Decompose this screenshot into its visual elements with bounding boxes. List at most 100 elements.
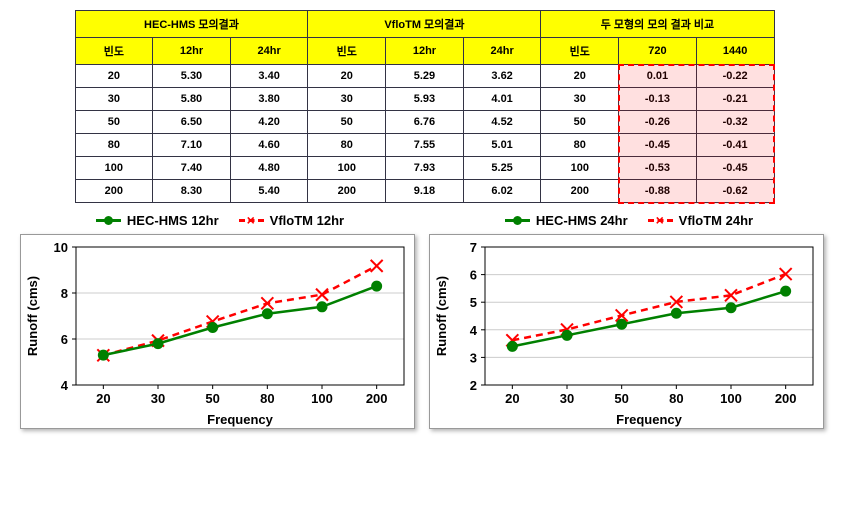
sub-h-2-1: 720 xyxy=(619,38,697,65)
table-cell: 80 xyxy=(75,134,153,157)
svg-text:100: 100 xyxy=(311,391,333,406)
table-cell: 5.40 xyxy=(230,180,308,203)
sub-h-0-1: 12hr xyxy=(153,38,231,65)
svg-text:30: 30 xyxy=(151,391,165,406)
table-cell: 5.25 xyxy=(463,157,541,180)
legend-vflo-24hr-label: VfloTM 24hr xyxy=(679,213,753,228)
table-row: 205.303.40205.293.62200.01-0.22 xyxy=(75,65,774,88)
table-cell: -0.13 xyxy=(619,88,697,111)
svg-text:100: 100 xyxy=(720,391,742,406)
legend-line-solid-icon xyxy=(96,219,121,222)
table-cell: 200 xyxy=(308,180,386,203)
table-cell: 4.52 xyxy=(463,111,541,134)
sub-header-row: 빈도 12hr 24hr 빈도 12hr 24hr 빈도 720 1440 xyxy=(75,38,774,65)
svg-text:80: 80 xyxy=(669,391,683,406)
table-cell: 80 xyxy=(308,134,386,157)
svg-text:5: 5 xyxy=(470,295,477,310)
charts-row: HEC-HMS 12hr × VfloTM 12hr 4 6 8 10 20 30 50 80… xyxy=(10,213,839,434)
table-cell: 5.30 xyxy=(153,65,231,88)
svg-text:50: 50 xyxy=(614,391,628,406)
table-cell: 8.30 xyxy=(153,180,231,203)
table-cell: 200 xyxy=(75,180,153,203)
table-cell: 100 xyxy=(75,157,153,180)
svg-text:6: 6 xyxy=(470,268,477,283)
table-cell: 20 xyxy=(541,65,619,88)
group-header-row: HEC-HMS 모의결과 VfloTM 모의결과 두 모형의 모의 결과 비교 xyxy=(75,11,774,38)
table-cell: -0.53 xyxy=(619,157,697,180)
table-cell: 7.40 xyxy=(153,157,231,180)
sub-h-1-2: 24hr xyxy=(463,38,541,65)
legend-vflo-12hr-label: VfloTM 12hr xyxy=(270,213,344,228)
table-cell: -0.45 xyxy=(696,157,774,180)
table-cell: -0.62 xyxy=(696,180,774,203)
table-cell: 4.60 xyxy=(230,134,308,157)
chart-12hr-legend: HEC-HMS 12hr × VfloTM 12hr xyxy=(20,213,420,228)
svg-text:50: 50 xyxy=(205,391,219,406)
table-cell: 6.02 xyxy=(463,180,541,203)
sub-h-1-1: 12hr xyxy=(386,38,464,65)
sub-h-1-0: 빈도 xyxy=(308,38,386,65)
legend-vflo-24hr: × VfloTM 24hr xyxy=(648,213,753,228)
table-cell: 30 xyxy=(308,88,386,111)
chart-24hr-svg: 23456720305080100200Runoff (cms)Frequenc… xyxy=(429,234,824,429)
svg-text:30: 30 xyxy=(560,391,574,406)
group-header-1: HEC-HMS 모의결과 xyxy=(75,11,308,38)
svg-text:20: 20 xyxy=(505,391,519,406)
chart-24hr-legend: HEC-HMS 24hr × VfloTM 24hr xyxy=(429,213,829,228)
table-row: 1007.404.801007.935.25100-0.53-0.45 xyxy=(75,157,774,180)
table-cell: 5.93 xyxy=(386,88,464,111)
svg-text:7: 7 xyxy=(470,240,477,255)
svg-text:2: 2 xyxy=(470,378,477,393)
table-cell: -0.21 xyxy=(696,88,774,111)
table-cell: 4.20 xyxy=(230,111,308,134)
svg-text:3: 3 xyxy=(470,350,477,365)
table-row: 2008.305.402009.186.02200-0.88-0.62 xyxy=(75,180,774,203)
legend-vflo-12hr: × VfloTM 12hr xyxy=(239,213,344,228)
table-cell: 7.10 xyxy=(153,134,231,157)
svg-text:8: 8 xyxy=(61,286,68,301)
sub-h-0-2: 24hr xyxy=(230,38,308,65)
table-cell: 3.40 xyxy=(230,65,308,88)
table-cell: 3.80 xyxy=(230,88,308,111)
table-row: 807.104.60807.555.0180-0.45-0.41 xyxy=(75,134,774,157)
table-cell: 4.80 xyxy=(230,157,308,180)
svg-text:10: 10 xyxy=(54,240,68,255)
table-cell: 100 xyxy=(541,157,619,180)
table-cell: 5.80 xyxy=(153,88,231,111)
sub-h-0-0: 빈도 xyxy=(75,38,153,65)
svg-text:Frequency: Frequency xyxy=(207,412,274,427)
table-cell: 100 xyxy=(308,157,386,180)
table-cell: -0.32 xyxy=(696,111,774,134)
table-row: 506.504.20506.764.5250-0.26-0.32 xyxy=(75,111,774,134)
svg-text:20: 20 xyxy=(96,391,110,406)
table-cell: -0.41 xyxy=(696,134,774,157)
data-table-wrap: HEC-HMS 모의결과 VfloTM 모의결과 두 모형의 모의 결과 비교 … xyxy=(75,10,775,203)
table-cell: 3.62 xyxy=(463,65,541,88)
legend-hec-12hr: HEC-HMS 12hr xyxy=(96,213,219,228)
chart-24hr-block: HEC-HMS 24hr × VfloTM 24hr 2 3 4 5 6 7 20 30 50 8… xyxy=(429,213,829,434)
svg-text:4: 4 xyxy=(470,323,478,338)
svg-text:80: 80 xyxy=(260,391,274,406)
data-table: HEC-HMS 모의결과 VfloTM 모의결과 두 모형의 모의 결과 비교 … xyxy=(75,10,775,203)
table-cell: -0.88 xyxy=(619,180,697,203)
table-cell: 50 xyxy=(75,111,153,134)
group-header-2: VfloTM 모의결과 xyxy=(308,11,541,38)
sub-h-2-0: 빈도 xyxy=(541,38,619,65)
table-cell: 20 xyxy=(75,65,153,88)
table-cell: 6.50 xyxy=(153,111,231,134)
table-cell: 6.76 xyxy=(386,111,464,134)
svg-text:Frequency: Frequency xyxy=(616,412,683,427)
table-cell: 9.18 xyxy=(386,180,464,203)
table-row: 305.803.80305.934.0130-0.13-0.21 xyxy=(75,88,774,111)
legend-hec-24hr-label: HEC-HMS 24hr xyxy=(536,213,628,228)
table-cell: 50 xyxy=(308,111,386,134)
table-cell: 4.01 xyxy=(463,88,541,111)
table-cell: 0.01 xyxy=(619,65,697,88)
table-cell: 30 xyxy=(541,88,619,111)
table-cell: 7.93 xyxy=(386,157,464,180)
table-cell: 7.55 xyxy=(386,134,464,157)
chart-12hr-block: HEC-HMS 12hr × VfloTM 12hr 4681020305080… xyxy=(20,213,420,434)
group-header-3: 두 모형의 모의 결과 비교 xyxy=(541,11,774,38)
legend-hec-12hr-label: HEC-HMS 12hr xyxy=(127,213,219,228)
table-cell: 20 xyxy=(308,65,386,88)
